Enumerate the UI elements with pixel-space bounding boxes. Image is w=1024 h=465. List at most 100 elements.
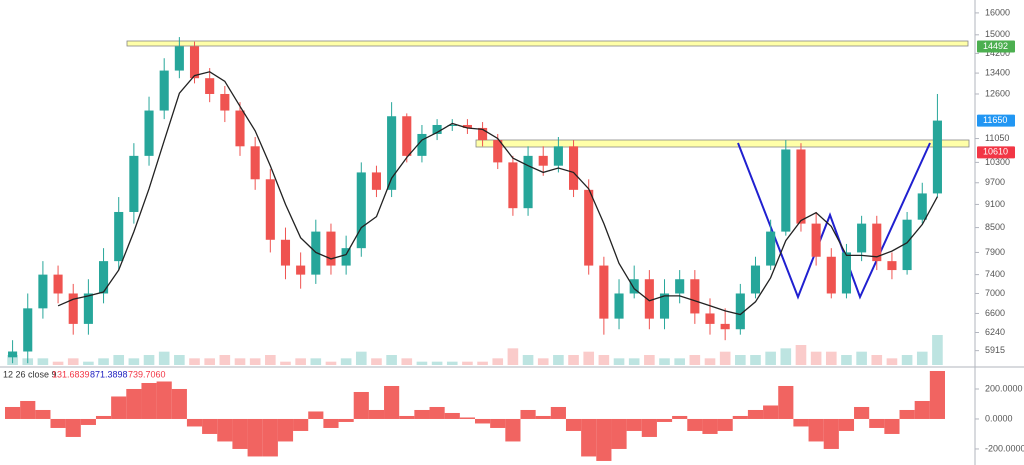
macd-histogram-bar	[202, 418, 218, 434]
candle-body	[841, 252, 851, 294]
candle-body	[781, 149, 791, 232]
volume-bar	[598, 355, 610, 365]
volume-bar	[280, 361, 291, 365]
y-tick-label: 13400	[985, 67, 1010, 77]
candle-body	[675, 279, 685, 294]
macd-histogram-bar	[126, 388, 142, 419]
candle-body	[8, 351, 18, 358]
macd-histogram-bar	[475, 418, 491, 424]
volume-bar	[644, 355, 655, 365]
macd-histogram-bar	[717, 418, 733, 431]
macd-histogram-bar	[217, 418, 233, 442]
volume-bar	[446, 361, 458, 365]
macd-histogram-bar	[20, 400, 36, 419]
candle-body	[735, 293, 745, 330]
y-tick-label: 15000	[985, 29, 1010, 39]
candle-body	[811, 223, 821, 257]
candle-body	[569, 146, 579, 190]
macd-readout: 739.7060	[128, 369, 166, 379]
candle-body	[220, 93, 230, 111]
macd-histogram-bar	[793, 418, 809, 427]
macd-readout: 131.6839	[52, 369, 90, 379]
macd-histogram-bar	[247, 418, 263, 457]
volume-bar	[841, 355, 852, 365]
volume-bar	[113, 355, 125, 365]
volume-bar	[371, 358, 382, 365]
macd-histogram-bar	[505, 418, 521, 442]
macd-histogram-bar	[353, 391, 369, 419]
candle-body	[766, 231, 776, 266]
resistance-zone	[126, 40, 969, 47]
y-tick-label: 16000	[985, 7, 1010, 17]
volume-bar	[765, 351, 776, 365]
volume-bar	[583, 351, 595, 365]
macd-histogram-bar	[823, 418, 839, 449]
candle-body	[205, 78, 215, 94]
macd-histogram-bar	[444, 412, 460, 419]
candle-body	[644, 279, 654, 319]
macd-histogram-bar	[65, 418, 81, 437]
y-tick-label: 7900	[985, 247, 1005, 257]
volume-bar	[750, 355, 761, 365]
candle-body	[659, 293, 670, 319]
candle-body	[796, 149, 806, 224]
macd-histogram-bar	[581, 418, 597, 457]
volume-bar	[143, 355, 155, 365]
candle-body	[402, 116, 412, 156]
candle-body	[387, 116, 397, 190]
y-tick-label: 11050	[985, 133, 1009, 143]
volume-bar	[613, 358, 625, 365]
macd-histogram-bar	[399, 415, 415, 419]
volume-bar	[83, 361, 94, 365]
macd-histogram-bar	[141, 382, 157, 419]
macd-histogram-bar	[323, 418, 339, 428]
volume-bar	[735, 355, 746, 365]
candle-body	[114, 211, 124, 262]
candle-body	[53, 274, 63, 294]
volume-bar	[659, 358, 670, 365]
macd-histogram-bar	[186, 418, 203, 427]
candle-body	[447, 124, 457, 126]
volume-bar	[325, 361, 337, 365]
macd-histogram-bar	[277, 418, 294, 442]
price-badge	[977, 40, 1015, 53]
macd-histogram-bar	[884, 418, 900, 434]
candle-body	[857, 223, 867, 253]
volume-bar	[310, 358, 322, 365]
candle-body	[493, 140, 503, 163]
candle-body	[83, 293, 93, 324]
y-tick-label: 7400	[985, 269, 1005, 279]
volume-bar	[355, 351, 367, 365]
volume-bar	[780, 348, 792, 365]
candle-body	[932, 120, 942, 194]
macd-histogram-bar	[732, 415, 748, 419]
candle-body	[417, 133, 427, 156]
macd-histogram-bar	[611, 418, 627, 449]
volume-bar	[522, 355, 534, 365]
volume-bar	[416, 361, 428, 365]
macd-histogram-bar	[520, 409, 536, 419]
volume-bar	[265, 355, 276, 365]
macd-histogram-bar	[535, 415, 551, 419]
moving-average	[57, 71, 938, 316]
candle-body	[159, 70, 169, 111]
macd-histogram-bar	[763, 405, 779, 419]
y-tick-label: 9100	[985, 199, 1005, 209]
volume-bar	[477, 361, 488, 365]
candle-body	[371, 172, 381, 190]
macd-y-tick-label: -200.0000	[985, 443, 1024, 453]
candle-body	[144, 110, 154, 156]
volume-bar	[249, 358, 261, 365]
candle-body	[902, 219, 912, 271]
candle-body	[720, 323, 730, 330]
volume-bar	[158, 351, 170, 365]
macd-histogram-bar	[293, 418, 309, 431]
candle-body	[129, 155, 139, 212]
macd-histogram-bar	[565, 418, 582, 431]
volume-bar	[189, 358, 200, 365]
y-tick-label: 10300	[985, 157, 1010, 167]
candle-body	[265, 179, 275, 240]
volume-bar	[825, 351, 837, 365]
volume-bar	[689, 355, 701, 365]
volume-bar	[628, 358, 640, 365]
